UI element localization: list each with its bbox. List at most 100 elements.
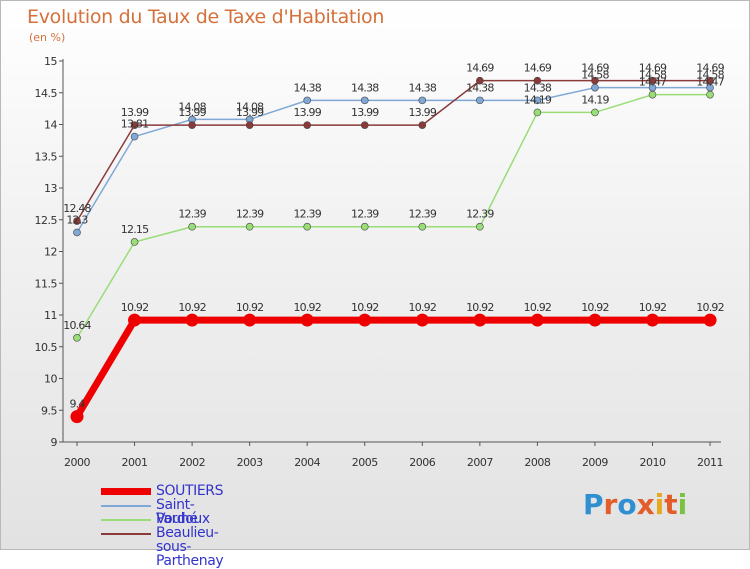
chart-axes: 9 9.5 10 10.5 11 11.5 12 12.5 13 13.5 14 14.5 15 2000… xyxy=(35,55,724,469)
series-line-vouh- xyxy=(76,93,711,339)
data-label: 12.39 xyxy=(409,208,437,221)
data-label: 10.92 xyxy=(293,301,321,314)
data-point xyxy=(418,96,427,105)
y-tick-label: 13.5 xyxy=(35,150,58,163)
data-point xyxy=(188,222,196,231)
data-point xyxy=(303,222,312,231)
logo-letter: r xyxy=(603,488,618,521)
data-label: 13.99 xyxy=(351,106,379,119)
data-label: 13.99 xyxy=(178,106,206,119)
legend-swatch-vouhe xyxy=(101,519,151,521)
data-point xyxy=(418,222,427,231)
data-label: 10.92 xyxy=(351,301,379,314)
data-label: 12.39 xyxy=(351,208,379,221)
data-point xyxy=(360,96,369,105)
data-label: 14.69 xyxy=(639,62,667,75)
logo-letter: i xyxy=(654,488,665,521)
data-point xyxy=(646,313,659,327)
data-label: 14.69 xyxy=(696,62,724,75)
logo-letter: o xyxy=(617,488,637,521)
data-point xyxy=(73,228,81,237)
data-label: 14.47 xyxy=(639,76,667,89)
data-point xyxy=(73,334,81,342)
x-tick-label: 2001 xyxy=(122,456,148,469)
data-label: 10.92 xyxy=(236,301,264,314)
data-point xyxy=(591,83,599,92)
data-point xyxy=(415,313,429,327)
data-point xyxy=(360,121,369,129)
y-tick-label: 11.5 xyxy=(35,277,58,290)
legend-swatch-soutiers xyxy=(101,488,151,495)
series-line-soutiers xyxy=(73,316,711,419)
chart-subtitle: (en %) xyxy=(29,31,66,44)
x-tick-label: 2003 xyxy=(237,456,263,469)
series-line-saint-pardoux xyxy=(76,86,711,233)
data-label: 13.99 xyxy=(236,106,264,119)
legend-label-vouhe: Vouhé xyxy=(156,511,198,527)
data-label: 12.48 xyxy=(63,202,91,215)
data-label: 13.99 xyxy=(293,106,321,119)
data-point xyxy=(245,121,254,129)
legend-swatch-beaulieu xyxy=(101,533,151,535)
legend-label-soutiers: SOUTIERS xyxy=(156,483,224,499)
data-label: 14.08 xyxy=(236,100,264,113)
data-point xyxy=(533,96,542,105)
x-tick-label: 2008 xyxy=(524,456,550,469)
data-point xyxy=(245,222,254,231)
data-label: 10.64 xyxy=(63,319,91,332)
x-tick-label: 2009 xyxy=(582,456,608,469)
y-tick-label: 13 xyxy=(44,182,57,195)
data-point xyxy=(73,217,81,225)
logo-letter: P xyxy=(583,488,604,521)
data-label: 14.08 xyxy=(178,100,206,113)
data-point xyxy=(128,313,142,327)
x-tick-label: 2007 xyxy=(467,456,493,469)
data-label: 10.92 xyxy=(524,301,552,314)
data-label: 14.58 xyxy=(581,69,609,82)
data-point xyxy=(476,222,484,231)
line-chart: 9 9.5 10 10.5 11 11.5 12 12.5 13 13.5 14 14.5 15 2000… xyxy=(35,55,726,469)
data-point xyxy=(533,76,542,85)
y-tick-label: 14 xyxy=(44,119,57,132)
data-point xyxy=(303,121,312,129)
data-point xyxy=(360,222,369,231)
data-point xyxy=(243,313,257,327)
data-label: 10.92 xyxy=(466,301,494,314)
data-label: 13.81 xyxy=(121,118,149,131)
data-point xyxy=(588,313,602,327)
data-point xyxy=(300,313,314,327)
data-point xyxy=(530,313,544,327)
data-label: 12.39 xyxy=(293,208,321,221)
data-label: 10.92 xyxy=(409,301,437,314)
data-point xyxy=(130,238,139,246)
chart-title: Evolution du Taux de Taxe d'Habitation xyxy=(27,6,385,28)
series-line-beaulieu-sous-parthenay xyxy=(76,79,711,222)
data-point xyxy=(476,96,484,105)
proxiti-logo: Proxiti xyxy=(583,488,687,521)
data-label: 14.38 xyxy=(524,81,552,94)
x-tick-label: 2006 xyxy=(409,456,435,469)
data-label: 14.38 xyxy=(351,81,379,94)
data-point xyxy=(476,76,484,85)
data-label: 14.38 xyxy=(466,81,494,94)
data-point xyxy=(188,121,196,129)
data-point xyxy=(70,410,84,424)
data-label: 12.39 xyxy=(178,208,206,221)
y-tick-label: 15 xyxy=(44,55,57,68)
y-tick-label: 12.5 xyxy=(35,214,58,227)
data-label: 14.58 xyxy=(696,69,724,82)
data-label: 10.92 xyxy=(696,301,724,314)
data-label: 9.4 xyxy=(69,398,85,411)
logo-letter: t xyxy=(664,488,678,521)
data-label: 14.69 xyxy=(524,62,552,75)
x-tick-label: 2011 xyxy=(697,456,723,469)
data-label: 14.38 xyxy=(409,81,437,94)
y-tick-label: 10.5 xyxy=(35,341,58,354)
chart-lines xyxy=(70,76,717,424)
data-label: 10.92 xyxy=(121,301,149,314)
data-point xyxy=(533,108,542,117)
x-tick-label: 2004 xyxy=(294,456,320,469)
x-tick-label: 2000 xyxy=(64,456,90,469)
